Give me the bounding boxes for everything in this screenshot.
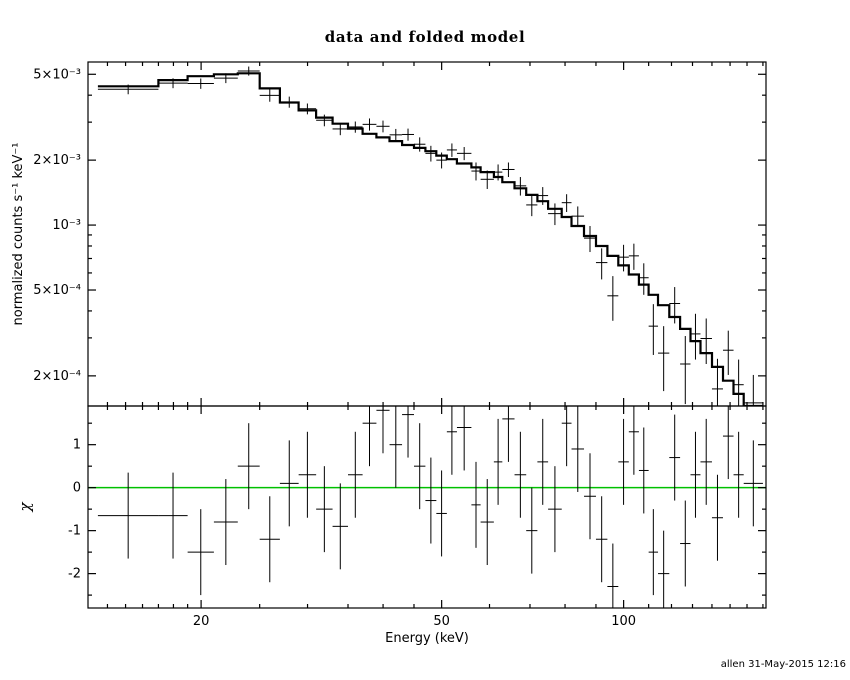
y-axis-label-counts: normalized counts s⁻¹ keV⁻¹ (11, 143, 26, 326)
y-tick-label: 5×10⁻⁴ (33, 283, 81, 298)
x-tick-label: 20 (193, 614, 210, 629)
y-tick-label: -1 (68, 524, 81, 539)
y-tick-label: 2×10⁻⁴ (33, 369, 81, 384)
model-line (97, 72, 763, 406)
spectrum-panel-data (97, 66, 763, 406)
y-tick-label: 5×10⁻³ (33, 67, 81, 82)
y-tick-label: -2 (68, 567, 81, 582)
residuals-panel-data (88, 406, 766, 608)
y-axis-label-chi: χ (16, 502, 34, 513)
y-tick-label: 0 (73, 481, 81, 496)
x-axis-label: Energy (keV) (385, 631, 469, 646)
y-tick-label: 2×10⁻³ (33, 153, 81, 168)
x-tick-label: 50 (433, 614, 450, 629)
signature-timestamp: allen 31-May-2015 12:16 (721, 659, 846, 670)
chart-title: data and folded model (325, 28, 526, 46)
tick-labels: 20 50 100 5×10⁻³ 2×10⁻³ 10⁻³ 5×10⁻⁴ 2×10⁻⁴ 1 0 -1 -… (33, 67, 636, 629)
y-tick-label: 1 (73, 438, 81, 453)
axes-frame (87, 61, 767, 609)
x-tick-label: 100 (611, 614, 636, 629)
y-tick-label: 10⁻³ (52, 218, 81, 233)
